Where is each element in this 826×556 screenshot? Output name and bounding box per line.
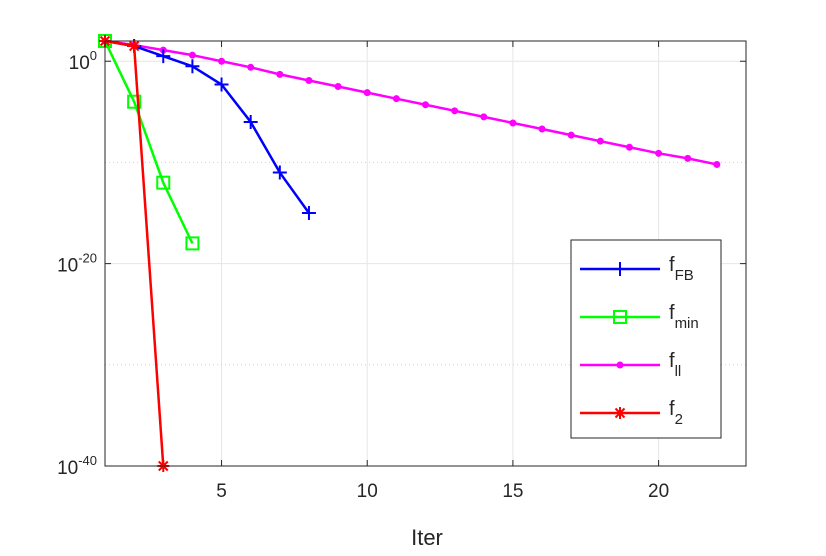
data-point: [509, 119, 517, 127]
axis-ticks: [105, 41, 746, 467]
data-point: [392, 95, 400, 103]
series-f-FB: [98, 34, 316, 221]
legend-marker: [613, 262, 627, 276]
data-point: [301, 206, 316, 221]
data-point: [185, 236, 200, 251]
x-tick-label: 20: [648, 481, 669, 502]
y-tick-label: 100: [69, 48, 97, 74]
x-tick-label: 5: [216, 481, 227, 502]
data-point: [305, 76, 313, 84]
data-point: [363, 89, 371, 97]
data-point: [422, 101, 429, 109]
y-tick-label: 10-20: [57, 251, 97, 277]
data-point: [247, 63, 255, 71]
y-tick-label: 10-40: [57, 453, 97, 479]
x-axis-title: Iter: [411, 525, 443, 550]
data-point: [276, 70, 284, 78]
data-point: [218, 57, 226, 65]
data-point: [243, 114, 258, 129]
data-point: [156, 49, 171, 64]
legend-marker: [613, 310, 627, 324]
legend-box: [570, 239, 722, 439]
legend-marker: [614, 407, 626, 419]
x-tick-label: 15: [502, 481, 523, 502]
data-point: [188, 51, 196, 59]
data-point: [625, 143, 633, 151]
data-point: [655, 149, 663, 157]
data-point: [128, 40, 141, 53]
series-line: [104, 39, 310, 214]
series-layer: [98, 34, 721, 472]
legend-entry: fmin: [580, 302, 699, 332]
data-point: [127, 94, 142, 109]
plot-frame: [104, 40, 747, 467]
legend-marker: [616, 361, 624, 369]
data-point: [480, 113, 488, 121]
data-point: [538, 125, 546, 133]
data-point: [272, 165, 287, 180]
data-point: [567, 131, 575, 139]
grid-lines: [105, 41, 746, 466]
x-tick-labels: 5 10 15 20: [216, 481, 669, 502]
data-point: [334, 83, 342, 91]
x-tick-label: 10: [357, 481, 378, 502]
data-point: [451, 107, 459, 115]
data-point: [713, 160, 721, 168]
data-point: [214, 77, 229, 92]
data-point: [596, 137, 604, 145]
series-line: [104, 39, 718, 166]
data-point: [156, 175, 171, 190]
data-point: [684, 154, 692, 162]
series-line: [103, 40, 194, 244]
data-point: [185, 59, 200, 74]
y-tick-labels: 100 10-20 10-40: [57, 48, 97, 479]
